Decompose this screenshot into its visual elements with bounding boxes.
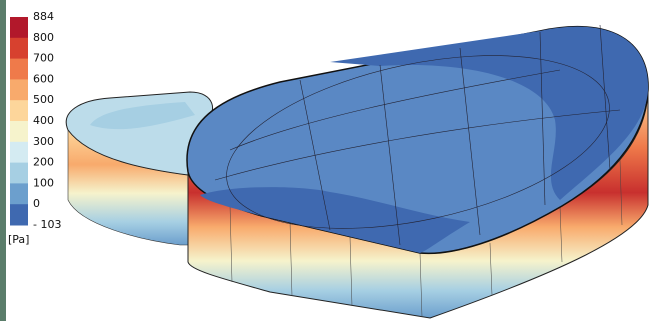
top-low-zone xyxy=(330,26,649,201)
legend-label: 884 xyxy=(33,10,54,23)
legend-label: 100 xyxy=(33,176,54,189)
small-tank-contour xyxy=(90,102,195,130)
legend-label: 500 xyxy=(33,93,54,106)
edge-strip xyxy=(0,0,6,321)
legend-label: 700 xyxy=(33,52,54,65)
legend-swatch xyxy=(10,183,28,205)
legend-swatch xyxy=(10,58,28,80)
legend: 884 800 700 600 500 400 300 200 100 0 - 103 [Pa] xyxy=(6,8,61,246)
wall-mesh xyxy=(229,159,623,318)
legend-swatch xyxy=(10,100,28,122)
legend-label: - 103 xyxy=(33,218,61,231)
legend-swatch xyxy=(10,79,28,101)
legend-swatch xyxy=(10,141,28,164)
legend-label: 300 xyxy=(33,135,54,148)
top-mesh xyxy=(214,24,621,246)
legend-swatch xyxy=(10,204,28,226)
legend-swatch xyxy=(10,121,28,143)
legend-swatch xyxy=(10,37,28,60)
legend-label: 600 xyxy=(33,72,54,85)
legend-label: 0 xyxy=(33,197,40,210)
legend-unit: [Pa] xyxy=(8,233,29,246)
legend-swatch xyxy=(10,17,28,39)
legend-label: 400 xyxy=(33,114,54,127)
top-low-zone xyxy=(200,187,470,253)
legend-label: 200 xyxy=(33,156,54,169)
legend-swatch xyxy=(10,162,28,184)
legend-label: 800 xyxy=(33,31,54,44)
